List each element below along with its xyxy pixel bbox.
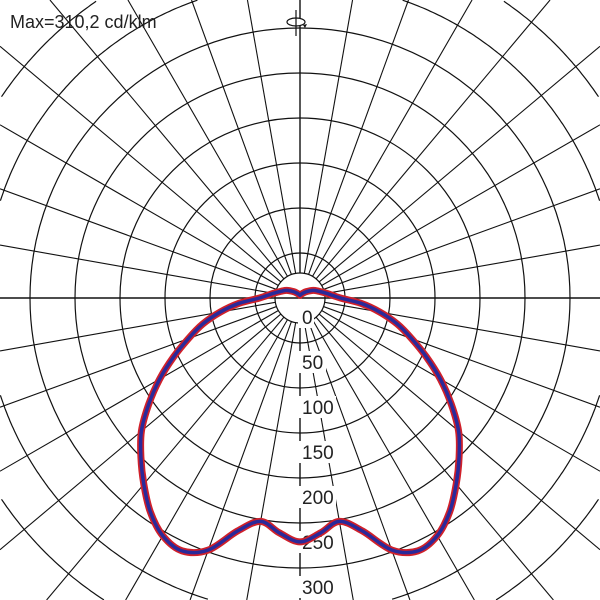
radial-tick-label: 200 (302, 488, 334, 509)
grid-radial-line (127, 0, 288, 277)
tick-label-bg (298, 351, 326, 373)
grid-radial-line (46, 316, 285, 600)
grid-radial-line (324, 301, 600, 352)
radial-tick-label: 150 (302, 443, 334, 464)
grid-radial-line (308, 0, 409, 275)
grid-radial-line (312, 319, 475, 600)
tick-label-bg (298, 306, 314, 328)
grid-radial-line (246, 322, 297, 600)
grid-radial-line (315, 316, 554, 600)
grid-radial-line (49, 0, 285, 280)
grid-radial-line (125, 319, 288, 600)
grid-radial-line (246, 0, 297, 274)
grid-radial-line (303, 0, 354, 274)
grid-radial-line (0, 301, 276, 352)
tick-label-bg (298, 576, 336, 598)
grid-radial-line (323, 306, 600, 408)
grid-radial-line (321, 310, 600, 472)
grid-radial-line (0, 188, 277, 290)
grid-radial-line (0, 124, 279, 286)
grid-radial-line (321, 124, 600, 286)
grid-radial-line (323, 188, 600, 290)
tick-label-bg (298, 396, 336, 418)
rotation-symmetry-icon (286, 10, 307, 36)
grid-radial-line (0, 45, 282, 283)
grid-radial-line (315, 0, 551, 280)
radial-tick-label: 50 (302, 353, 323, 374)
radial-tick-label: 300 (302, 578, 334, 599)
chart-title: Max=310,2 cd/klm (10, 12, 157, 32)
grid-radial-line (0, 310, 279, 472)
tick-label-bg (298, 486, 336, 508)
grid-radial-line (191, 0, 292, 275)
radial-tick-label: 0 (302, 308, 313, 329)
grid-radial-line (0, 306, 277, 408)
distribution-curve (138, 288, 462, 555)
grid-radial-line (0, 244, 276, 295)
radial-tick-label: 100 (302, 398, 334, 419)
grid-radial-line (318, 45, 600, 283)
tick-label-bg (298, 441, 336, 463)
grid-radial-line (324, 244, 600, 295)
grid-radial-line (312, 0, 473, 277)
grid-radial-line (189, 321, 292, 600)
